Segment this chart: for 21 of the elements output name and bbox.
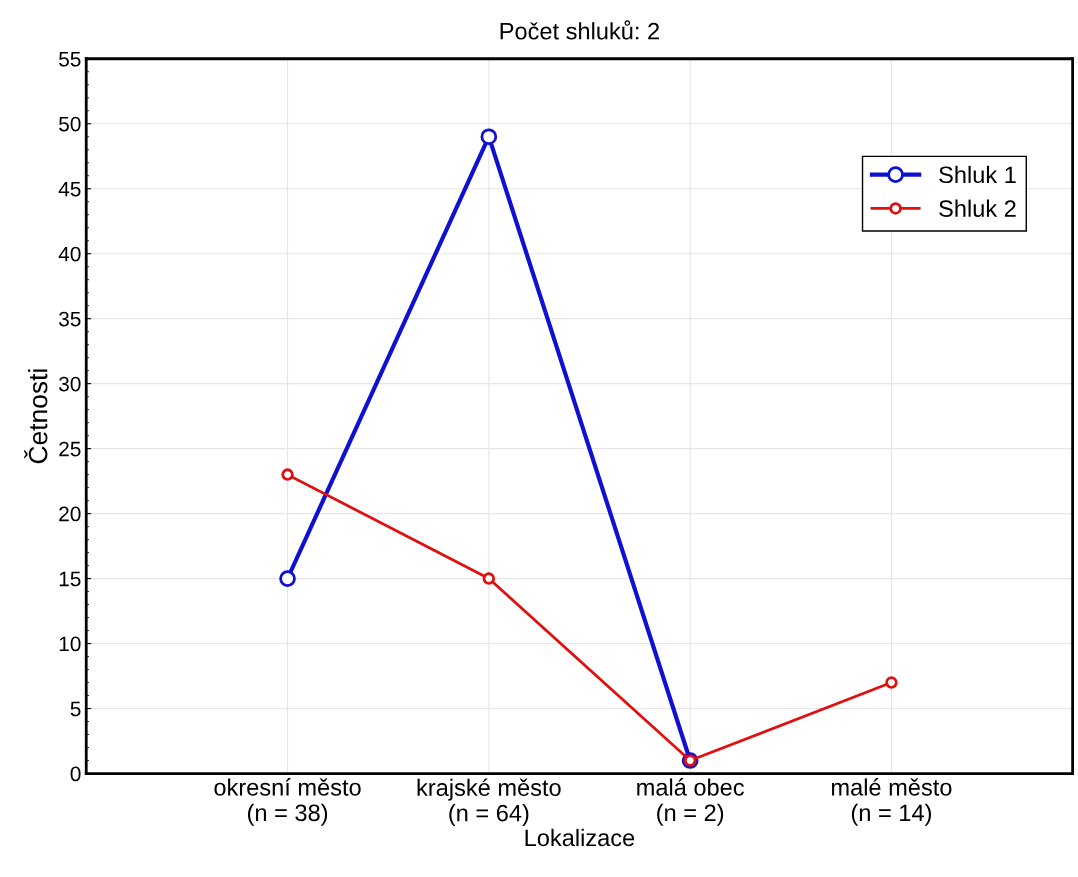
x-tick-label: krajské město (n = 64) bbox=[417, 778, 561, 827]
y-tick-label: 35 bbox=[59, 311, 81, 327]
y-tick-label: 45 bbox=[58, 181, 81, 197]
x-tick-label: malé město (n = 14) bbox=[832, 778, 952, 826]
legend-label: Shluk 2 bbox=[939, 199, 1016, 217]
y-tick-label: 25 bbox=[59, 441, 81, 457]
y-tick-label: 40 bbox=[58, 246, 81, 262]
y-tick-label: 0 bbox=[70, 766, 81, 782]
y-axis-title: Četnosti bbox=[24, 369, 48, 464]
y-tick-label: 10 bbox=[59, 636, 81, 652]
x-axis-title: Lokalizace bbox=[525, 828, 635, 847]
x-tick-label: okresní město (n = 38) bbox=[214, 778, 361, 826]
y-tick-label: 20 bbox=[59, 506, 81, 522]
legend-label: Shluk 1 bbox=[939, 165, 1016, 184]
y-tick-label: 15 bbox=[59, 571, 81, 587]
y-tick-label: 5 bbox=[70, 701, 81, 717]
chart-title: Počet shluků: 2 bbox=[500, 20, 659, 40]
y-tick-label: 30 bbox=[59, 376, 81, 392]
y-tick-label: 55 bbox=[59, 51, 81, 67]
x-tick-label: malá obec (n = 2) bbox=[637, 778, 744, 826]
y-tick-label: 50 bbox=[59, 116, 81, 132]
